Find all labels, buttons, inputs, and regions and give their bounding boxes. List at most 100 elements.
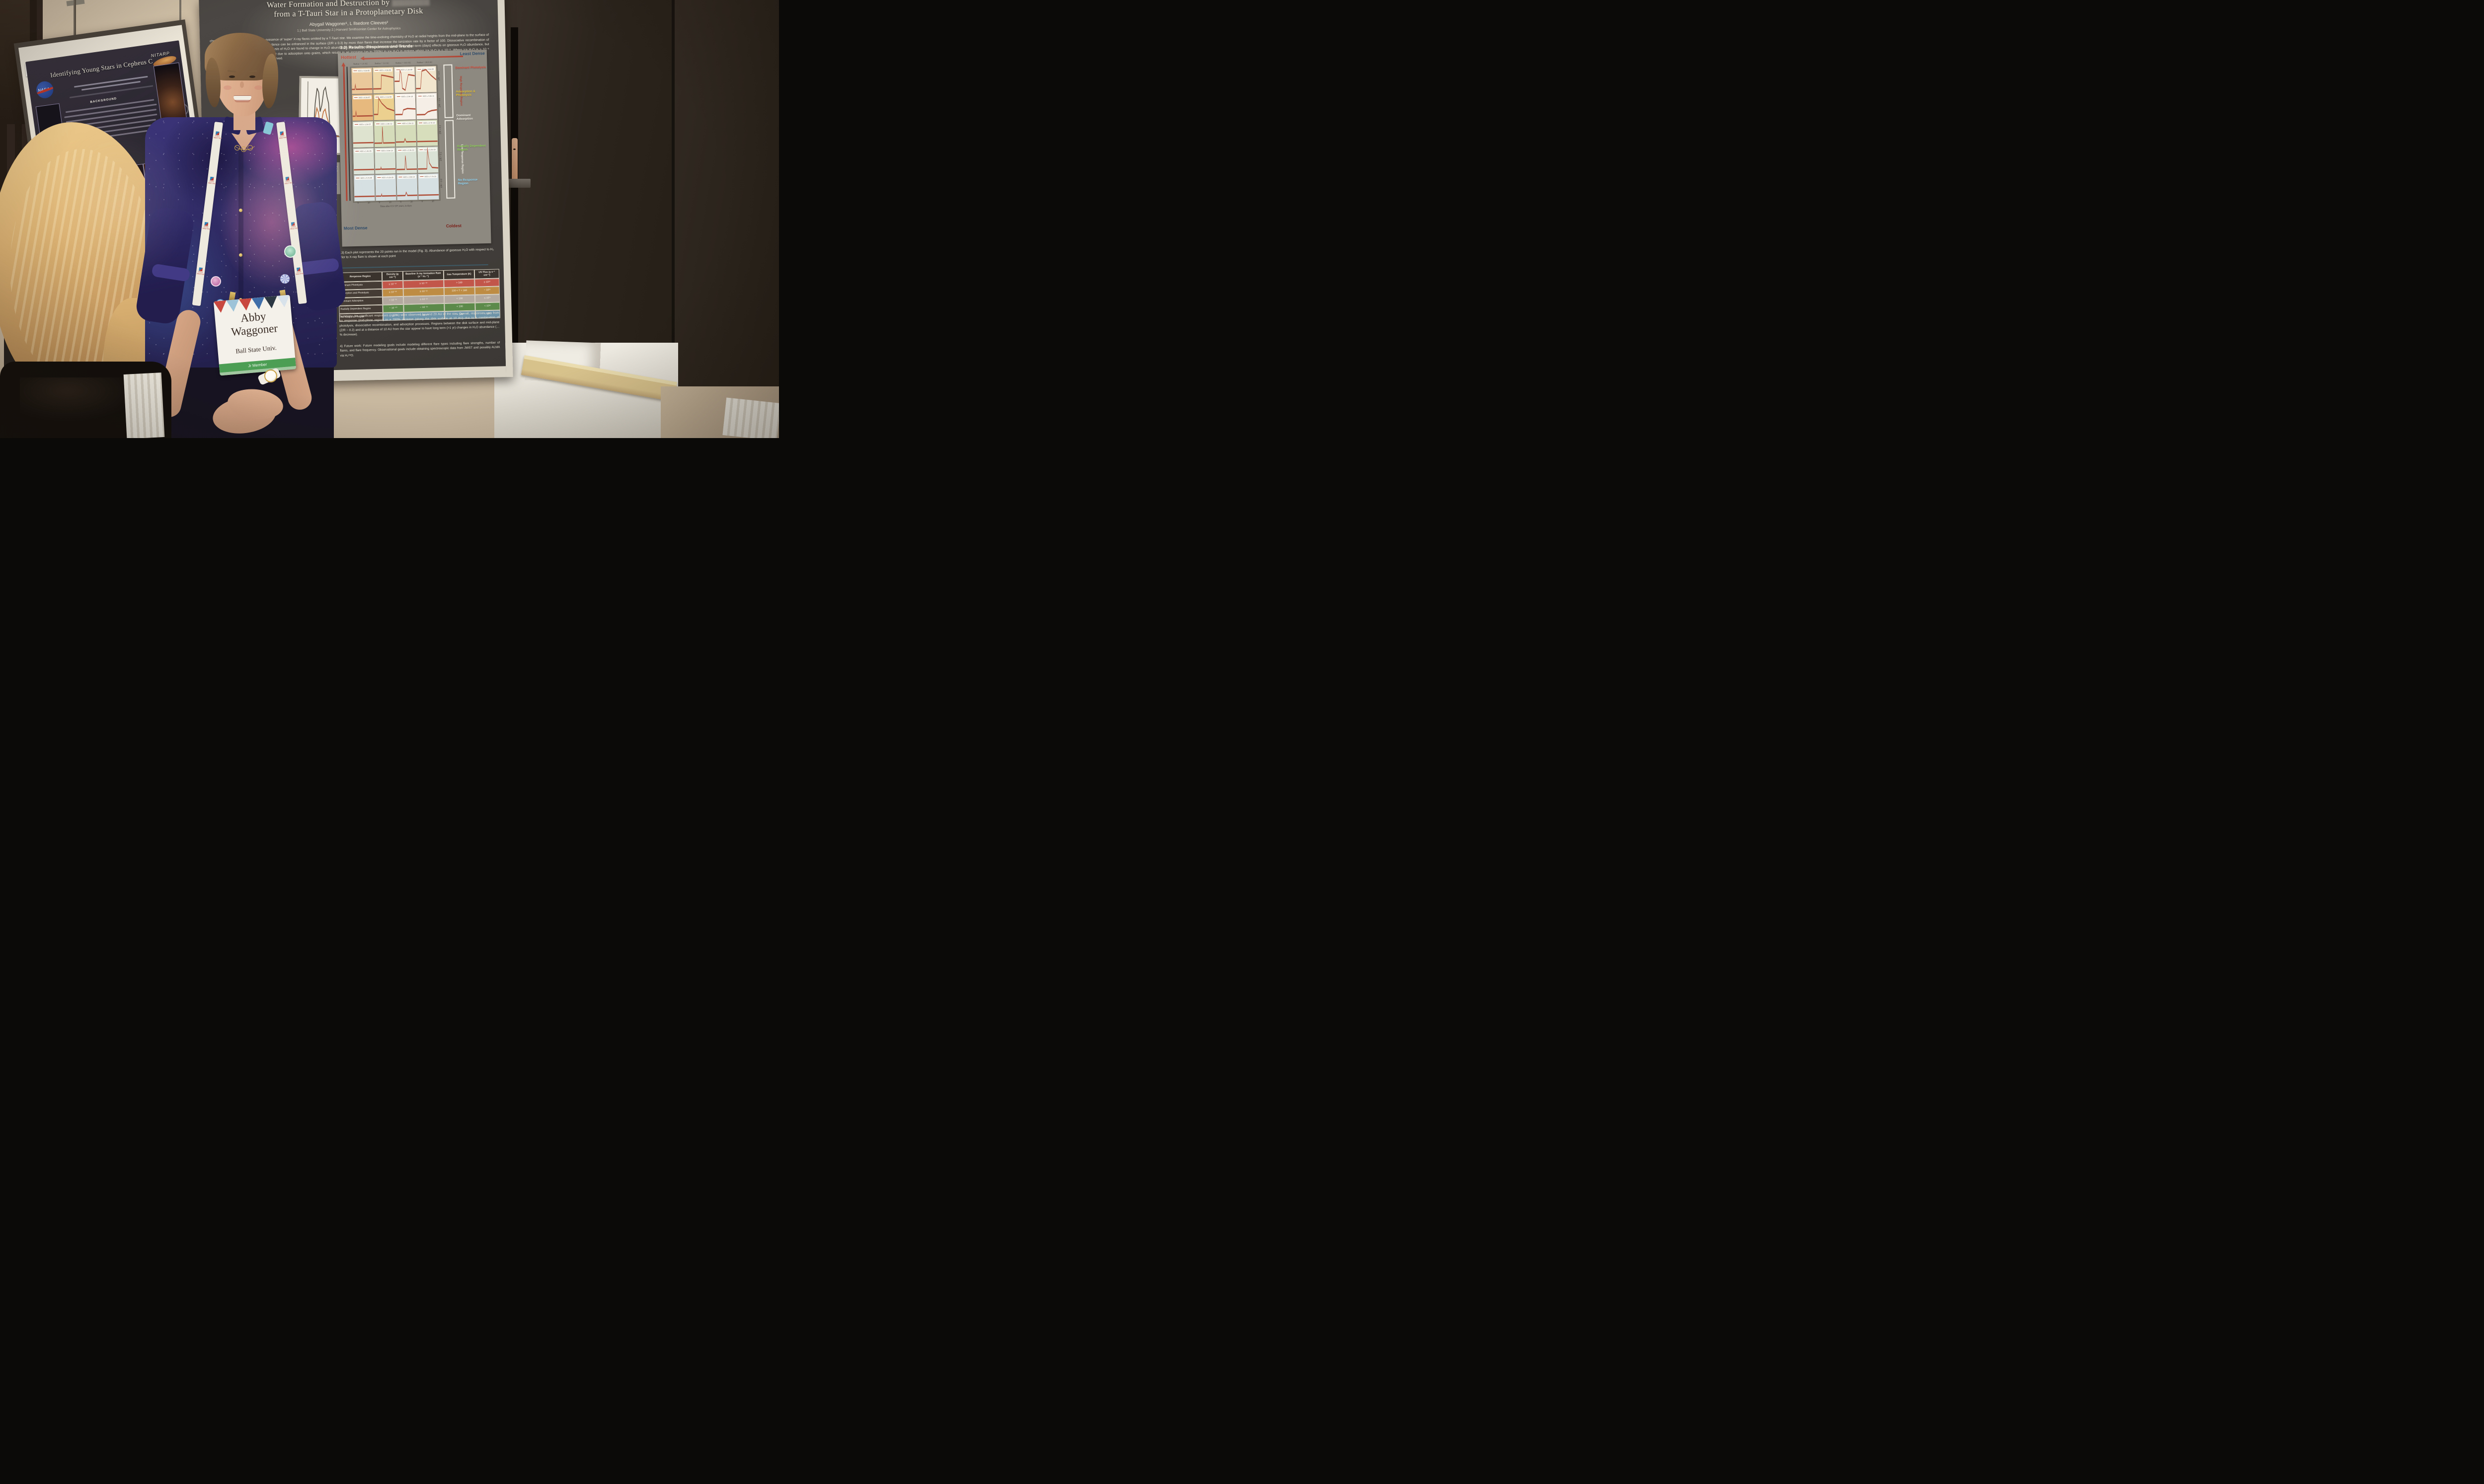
response-plot-cell: H2O x 4.0e-11	[415, 92, 438, 120]
lanyard-meeting-label: 233rd MEETING	[213, 135, 222, 140]
response-plot-cell: H2O x 1.4e-05	[353, 148, 375, 175]
lanyard-logo-mark: 233rd MEETING	[202, 222, 211, 230]
partition-seam	[672, 0, 675, 397]
table-value-cell: > 160	[444, 279, 475, 288]
pleated-cloth-left	[123, 372, 165, 438]
response-plot-cell: H2O x 4.0e-06	[372, 67, 394, 94]
response-plot-cell: H2O x 2.9e-10	[394, 93, 416, 121]
coat-folds	[20, 377, 139, 422]
nose	[240, 81, 244, 88]
shirt-button	[239, 209, 242, 212]
region-label: Dominant Adsorption	[456, 113, 473, 121]
teeth	[233, 95, 251, 101]
response-plot-cell: H2O x 2.5e-09	[415, 66, 437, 93]
zr-label: Z/R = 0.1	[439, 151, 442, 161]
zr-label: Z/R = 0.3	[438, 98, 441, 108]
table-value-cell: < 10¹¹	[475, 301, 500, 311]
response-curve	[375, 166, 396, 170]
response-plot-cell: H2O x 4.3e-05	[351, 67, 373, 95]
response-curve	[417, 140, 438, 143]
region-label: Dominant Photolysis	[455, 66, 486, 70]
x-tick-pair: 0 10	[375, 201, 396, 204]
lanyard-meeting-label: 233rd MEETING	[202, 225, 211, 230]
response-curve	[376, 193, 396, 197]
coldest-label: Coldest	[446, 223, 462, 228]
glare-left-poster	[45, 119, 194, 288]
eye-left	[229, 75, 235, 78]
table-header-cell: Baseline X-ray Ionization Rate (s⁻¹ H₂⁻¹…	[402, 270, 444, 281]
response-curve	[352, 110, 373, 117]
x-tick: 10	[431, 200, 434, 203]
response-plot-cell: H2O x 6.5e-07	[351, 94, 374, 122]
response-plot-cell: H2O x 1.5e-08	[393, 66, 416, 94]
response-plot-cell: H2O x 9.9e-19	[374, 147, 396, 175]
table-value-cell: ≥ 10⁻¹²	[403, 287, 444, 297]
smile	[233, 95, 252, 104]
response-plot-cell: H2O x 1.2e-07	[352, 121, 375, 148]
region-label: Adsorption & Photolysis	[456, 89, 475, 97]
high-response-strip: High Response Region	[443, 64, 463, 118]
background-section-heading: BACKGROUND	[90, 97, 117, 104]
low-response-strip: Low Response Region	[444, 120, 464, 199]
response-curve	[395, 138, 416, 143]
response-curve	[416, 109, 437, 116]
lanyard-meeting-label: 233rd MEETING	[197, 271, 205, 276]
region-label: Radially Dependent Region	[457, 144, 486, 152]
x-tick: 0	[379, 201, 381, 204]
divider-arrow	[339, 264, 488, 269]
pin-button-lavender-wheel	[280, 274, 290, 284]
table-value-cell: ~ 10⁻¹⁶	[403, 303, 445, 312]
table-value-cell: < 100	[444, 302, 475, 311]
right-partition-panel	[675, 0, 779, 402]
x-tick-pair: 0 10	[417, 200, 439, 203]
response-curve	[418, 147, 439, 170]
plot-grid-caption: 3.3) Each plot represents the 20 points …	[338, 247, 494, 259]
response-plot-cell: H2O x 3.3e-19	[395, 147, 418, 174]
response-curve	[395, 108, 416, 116]
response-curve	[374, 97, 394, 115]
response-plot-cell: H2O x 4.7e-06	[353, 174, 376, 202]
table-value-cell: ≤ 10¹¹	[474, 294, 500, 303]
necklace-loop	[234, 145, 240, 150]
lanyard-logo-mark: 233rd MEETING	[213, 131, 222, 140]
watch-face	[264, 370, 277, 382]
lanyard-logo-mark: 233rd MEETING	[208, 176, 216, 185]
pleated-table-skirt	[722, 397, 779, 438]
lower-lip	[234, 100, 250, 102]
region-label: No Response Region	[458, 178, 478, 186]
x-tick-pair: 0 10	[396, 200, 417, 203]
bystander-face-sliver	[512, 138, 518, 186]
response-plot-cell: H2O x 6.2e-20	[375, 174, 397, 202]
response-curve	[353, 142, 374, 144]
bystander-eye	[513, 148, 516, 150]
response-plot-cell: H2O x 2.3e-12	[394, 120, 417, 148]
response-plot-cell: H2O x 2.8e-19	[396, 173, 418, 201]
table-value-cell: ≥ 10⁻¹²	[403, 295, 445, 304]
badge-affiliation: Ball State Univ.	[235, 344, 277, 355]
response-plot-cell: H2O x 1.8e-12	[373, 120, 396, 148]
zr-label: Z/R = 0.4	[437, 71, 441, 81]
x-tick: 10	[367, 201, 370, 204]
table-value-cell: ≥ 10¹²	[474, 278, 500, 287]
response-curve	[352, 83, 373, 90]
x-axis-label: Time after 0.5×10⁶ years, in days	[380, 205, 412, 208]
response-curve	[354, 195, 375, 198]
table-header-cell: Density (g cm⁻³)	[382, 271, 403, 281]
summary-paragraph: Summary: No significant responses (>10%)…	[339, 311, 500, 337]
response-plot-cell: H2O x 7.7e-19	[417, 173, 440, 201]
conference-photo: Identifying Young Stars in Cepheus C NAS…	[0, 0, 779, 438]
x-tick: 10	[410, 200, 413, 203]
table-value-cell: ~ 10⁻¹⁰	[383, 304, 404, 313]
table-value-cell: 100 < T < 160	[444, 287, 475, 296]
response-curve	[374, 127, 395, 144]
necklace-loop	[247, 145, 253, 150]
pin-button-pink	[211, 276, 221, 287]
necklace-loop	[241, 147, 246, 152]
table-value-cell: ~ 10¹¹	[474, 286, 500, 295]
glare-soft	[214, 99, 363, 308]
zr-label: Z/R = 0.2	[439, 125, 442, 135]
lanyard-logo-mark: 233rd MEETING	[197, 267, 205, 276]
nasa-logo: NASA	[35, 80, 55, 99]
future-work-paragraph: 4) Future work: Future modeling goals in…	[340, 341, 500, 358]
